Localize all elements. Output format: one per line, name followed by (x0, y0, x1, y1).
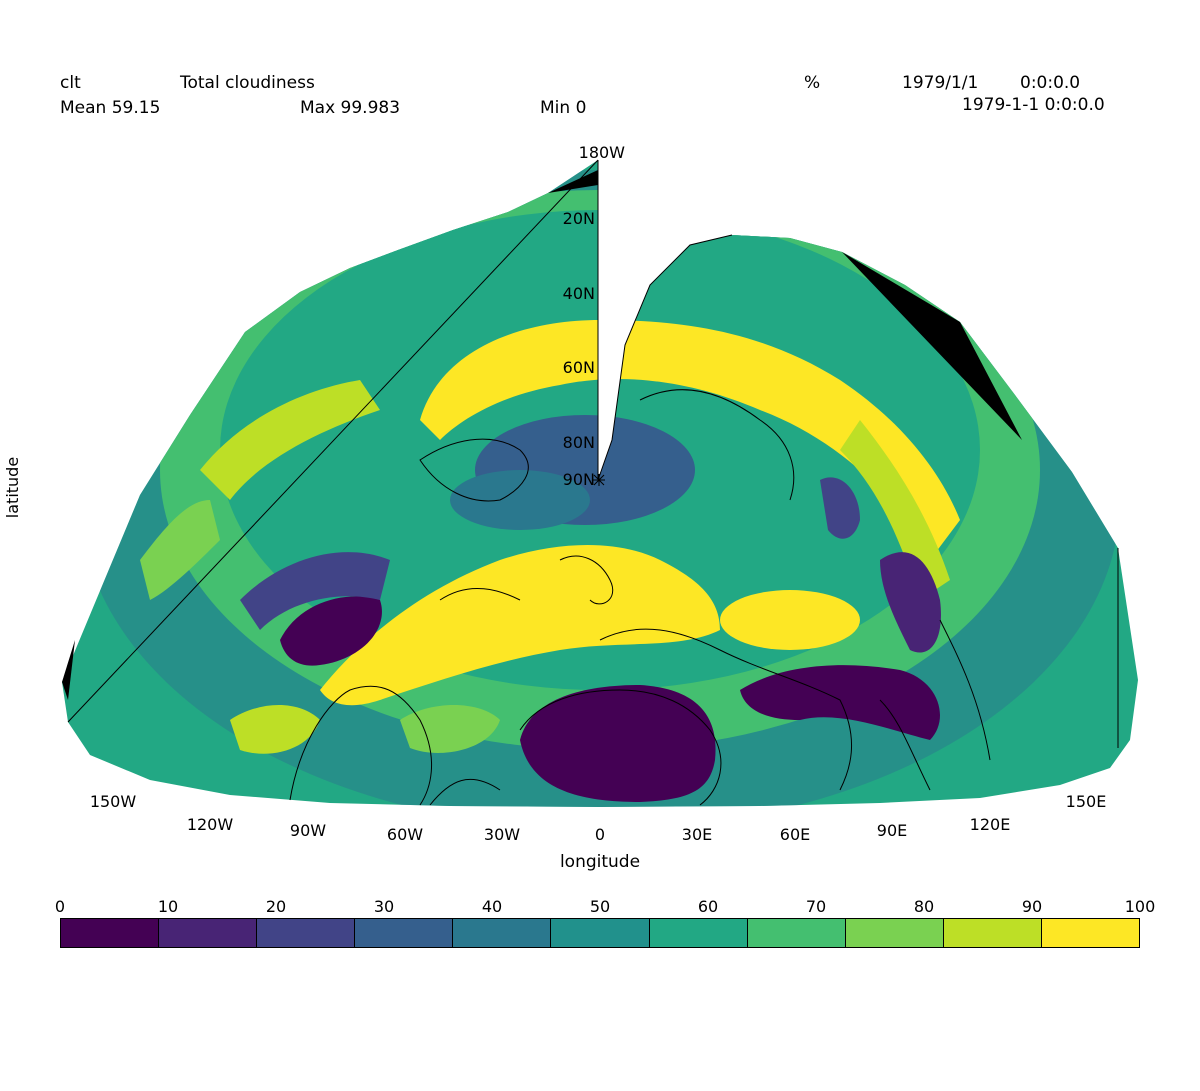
lon-label-90e: 90E (876, 821, 908, 840)
colorbar-segment (649, 919, 748, 947)
units-label: % (804, 73, 821, 93)
time-label: 0:0:0.0 (1020, 73, 1081, 93)
colorbar-segment (453, 919, 552, 947)
colorbar-segment (845, 919, 944, 947)
y-axis-title: latitude (3, 456, 23, 519)
cloud-low-sahara (520, 685, 716, 802)
cloud-patch-far-west (140, 500, 220, 600)
colorbar-segment (159, 919, 258, 947)
colorbar-tick-label: 40 (481, 897, 503, 916)
colorbar-tick-label: 0 (54, 897, 66, 916)
lat-label-20n: 20N (562, 209, 595, 228)
cloud-high-north-atlantic (320, 545, 720, 706)
artifact-east (842, 252, 1022, 440)
colorbar-tick-label: 20 (265, 897, 287, 916)
colorbar-tick-label: 70 (805, 897, 827, 916)
colorbar-segment (61, 919, 160, 947)
colorbar-tick-label: 100 (1124, 897, 1156, 916)
colorbar-tick-label: 30 (373, 897, 395, 916)
lon-label-150e: 150E (1065, 792, 1107, 811)
colorbar-tick-label: 60 (697, 897, 719, 916)
artifact-north (548, 170, 598, 193)
x-axis-title: longitude (559, 852, 641, 872)
colorbar-segment (355, 919, 454, 947)
datetime-label: 1979-1-1 0:0:0.0 (962, 95, 1105, 115)
colorbar-tick-label: 50 (589, 897, 611, 916)
lon-label-30e: 30E (681, 825, 713, 844)
cloud-patch-east (840, 420, 950, 600)
lon-label-60e: 60E (779, 825, 811, 844)
cloud-arctic-ring (450, 470, 590, 530)
cloud-high-pacific (230, 705, 320, 754)
lon-label-60w: 60W (386, 825, 424, 844)
lat-label-40n: 40N (562, 284, 595, 303)
colorbar-tick-label: 90 (1021, 897, 1043, 916)
colorbar-segment (747, 919, 846, 947)
colorbar (60, 918, 1140, 948)
cloud-mid-atlantic (400, 705, 500, 753)
colorbar-segment (257, 919, 356, 947)
pole-marker (593, 474, 605, 486)
min-stat: Min 0 (540, 98, 587, 118)
variable-long-name: Total cloudiness (180, 73, 315, 93)
cloud-high-arc-north (420, 320, 960, 560)
lon-label-30w: 30W (483, 825, 521, 844)
lon-label-120w: 120W (186, 815, 234, 834)
cloud-low-east-siberia (820, 477, 860, 539)
colorbar-segment (1041, 919, 1140, 947)
coastlines (289, 389, 991, 806)
lon-label-0: 0 (594, 825, 606, 844)
cloud-low-china (880, 552, 941, 653)
variable-name: clt (60, 73, 81, 93)
cloud-low-asia (740, 665, 940, 740)
lon-label-90w: 90W (289, 821, 327, 840)
date-label: 1979/1/1 (902, 73, 979, 93)
lon-label-120e: 120E (969, 815, 1011, 834)
colorbar-segment (551, 919, 650, 947)
lon-label-150w: 150W (89, 792, 137, 811)
lat-label-80n: 80N (562, 433, 595, 452)
artifact-west (62, 640, 75, 700)
max-stat: Max 99.983 (300, 98, 401, 118)
cloud-low-north-america (280, 596, 382, 666)
colorbar-tick-label: 10 (157, 897, 179, 916)
colorbar-segment (943, 919, 1042, 947)
lat-label-60n: 60N (562, 358, 595, 377)
lat-label-180w: 180W (578, 143, 625, 162)
cloud-high-siberia (720, 590, 860, 650)
cloud-low-canada (240, 552, 390, 630)
colorbar-tick-label: 80 (913, 897, 935, 916)
lat-label-90n: 90N (562, 470, 595, 489)
cloud-high-patch-west (200, 380, 380, 500)
mean-stat: Mean 59.15 (60, 98, 161, 118)
meridian-line (67, 159, 599, 723)
